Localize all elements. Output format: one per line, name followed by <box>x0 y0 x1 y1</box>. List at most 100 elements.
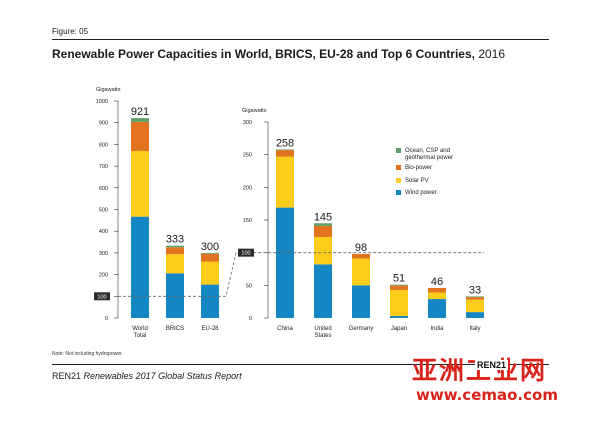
chart-title: Renewable Power Capacities in World, BRI… <box>52 47 505 61</box>
right-bar-bio-3 <box>390 285 408 290</box>
right-bar-bio-1 <box>314 225 332 237</box>
right-tick-label-150: 150 <box>243 218 252 224</box>
left-tick-label-500: 500 <box>99 208 108 214</box>
right-ref-badge <box>238 248 254 257</box>
right-category-label-1-1: States <box>314 333 331 339</box>
top-rule <box>52 39 549 40</box>
legend-swatch-solar <box>396 178 401 183</box>
right-total-label-1: 145 <box>314 211 332 223</box>
left-bar-bio-0 <box>131 121 149 151</box>
footnote: Note: Not including hydropower. <box>52 351 123 357</box>
legend-label-ocean-1: geothermal power <box>405 155 453 161</box>
left-bar-bio-2 <box>201 253 219 262</box>
right-ref-badge-label: 100 <box>241 251 250 257</box>
right-bar-ocean-5 <box>466 296 484 298</box>
left-bar-wind-1 <box>166 273 184 318</box>
left-tick-label-800: 800 <box>99 142 108 148</box>
left-ref-badge-label: 100 <box>97 294 106 300</box>
left-tick-label-0: 0 <box>105 316 108 322</box>
right-bar-bio-0 <box>276 150 294 157</box>
watermark: 亚洲工业网 REN21 www.cemao.com <box>412 351 562 413</box>
left-total-label-2: 300 <box>201 241 219 253</box>
right-category-label-2-0: Germany <box>349 326 374 332</box>
watermark-url: www.cemao.com <box>416 386 558 404</box>
reference-line-100 <box>118 252 484 297</box>
left-bar-solar-0 <box>131 150 149 217</box>
legend-swatch-ocean <box>396 148 401 153</box>
left-bar-wind-0 <box>131 216 149 318</box>
left-bar-ocean-1 <box>166 245 184 248</box>
right-bar-wind-0 <box>276 207 294 318</box>
right-y-axis-label: Gigawatts <box>242 108 267 114</box>
left-category-label-0-0: World <box>132 326 148 332</box>
left-category-label-1-0: BRICS <box>166 326 184 332</box>
right-bar-wind-5 <box>466 312 484 318</box>
right-category-label-4-0: India <box>430 326 444 332</box>
figure-label: Figure: 05 <box>52 27 89 36</box>
legend-label-solar-0: Solar PV <box>405 178 429 184</box>
legend-label-ocean-0: Ocean, CSP and <box>405 148 450 154</box>
right-tick-label-50: 50 <box>246 283 252 289</box>
right-bar-bio-2 <box>352 253 370 259</box>
left-tick-label-700: 700 <box>99 164 108 170</box>
watermark-badge: REN21 <box>475 360 509 370</box>
bottom-rule <box>52 364 549 365</box>
right-bar-solar-1 <box>314 236 332 265</box>
left-tick-label-300: 300 <box>99 251 108 257</box>
left-total-label-1: 333 <box>166 234 184 246</box>
right-total-label-0: 258 <box>276 137 294 149</box>
right-total-label-3: 51 <box>393 273 405 285</box>
right-bar-bio-4 <box>428 287 446 293</box>
right-bar-bio-5 <box>466 297 484 300</box>
legend-label-bio-0: Bio-power <box>405 165 432 171</box>
right-bar-solar-4 <box>428 292 446 300</box>
left-tick-label-1000: 1000 <box>96 99 108 105</box>
right-bar-solar-0 <box>276 156 294 208</box>
left-tick-label-900: 900 <box>99 121 108 127</box>
chart-title-text: Renewable Power Capacities in World, BRI… <box>52 47 475 61</box>
left-bar-ocean-0 <box>131 118 149 122</box>
right-category-label-5-0: Italy <box>469 326 480 332</box>
legend-swatch-bio <box>396 165 401 170</box>
legend-swatch-wind <box>396 190 401 195</box>
footer: REN21 Renewables 2017 Global Status Repo… <box>52 371 242 381</box>
right-total-label-5: 33 <box>469 284 481 296</box>
left-bar-bio-1 <box>166 247 184 255</box>
right-total-label-2: 98 <box>355 242 367 254</box>
left-bar-wind-2 <box>201 284 219 318</box>
left-tick-label-200: 200 <box>99 273 108 279</box>
right-bar-ocean-3 <box>390 284 408 286</box>
right-bar-ocean-0 <box>276 149 294 151</box>
legend-label-wind-0: Wind power <box>405 190 437 196</box>
left-bar-solar-1 <box>166 254 184 274</box>
right-bar-wind-3 <box>390 316 408 318</box>
footer-publication: Renewables 2017 Global Status Report <box>83 371 242 381</box>
right-bar-solar-3 <box>390 289 408 317</box>
right-bar-wind-4 <box>428 299 446 318</box>
right-tick-label-200: 200 <box>243 185 252 191</box>
footer-org: REN21 <box>52 371 82 381</box>
right-bar-wind-1 <box>314 264 332 318</box>
left-bar-ocean-2 <box>201 252 219 254</box>
right-bar-solar-2 <box>352 258 370 286</box>
left-y-axis-label: Gigawatts <box>96 87 121 93</box>
right-category-label-0-0: China <box>277 326 293 332</box>
left-tick-label-400: 400 <box>99 229 108 235</box>
left-category-label-0-1: Total <box>134 333 147 339</box>
right-bar-solar-5 <box>466 299 484 313</box>
right-tick-label-0: 0 <box>249 316 252 322</box>
left-category-label-2-0: EU-28 <box>201 326 219 332</box>
right-tick-label-250: 250 <box>243 153 252 159</box>
left-tick-label-600: 600 <box>99 186 108 192</box>
left-bar-solar-2 <box>201 261 219 285</box>
right-bar-ocean-1 <box>314 223 332 226</box>
right-total-label-4: 46 <box>431 276 443 288</box>
right-category-label-3-0: Japan <box>391 326 407 332</box>
left-total-label-0: 921 <box>131 106 149 118</box>
chart-title-year: 2016 <box>478 47 506 61</box>
right-bar-wind-2 <box>352 285 370 318</box>
left-ref-badge <box>94 292 110 301</box>
right-tick-label-300: 300 <box>243 120 252 126</box>
right-category-label-1-0: United <box>314 326 331 332</box>
